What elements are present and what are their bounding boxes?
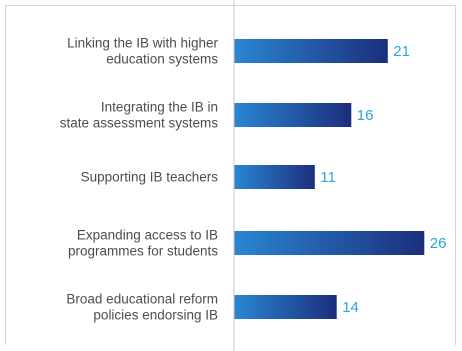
category-label-2-line-0: Supporting IB teachers <box>81 170 219 185</box>
category-label-3-line-0: Expanding access to IB <box>77 228 218 243</box>
category-label-4-line-1: policies endorsing IB <box>93 308 218 323</box>
bar-2 <box>234 165 315 189</box>
bars-group <box>234 39 425 319</box>
category-label-4-line-0: Broad educational reform <box>66 292 218 307</box>
bar-0 <box>234 39 388 63</box>
bar-4 <box>234 295 337 319</box>
value-label-1: 16 <box>357 107 374 124</box>
bar-1 <box>234 103 352 127</box>
category-label-3-line-1: programmes for students <box>68 244 218 259</box>
category-label-1-line-1: state assessment systems <box>60 116 219 131</box>
bar-3 <box>234 231 425 255</box>
category-label-1-line-0: Integrating the IB in <box>101 100 218 115</box>
category-label-0-line-0: Linking the IB with higher <box>67 36 218 51</box>
value-label-3: 26 <box>430 235 447 252</box>
value-labels-group: 21 16 11 26 14 <box>320 43 446 316</box>
category-label-0-line-1: education systems <box>106 52 218 67</box>
chart-frame <box>5 5 456 345</box>
value-label-4: 14 <box>342 299 359 316</box>
value-label-2: 11 <box>320 169 336 186</box>
value-label-0: 21 <box>393 43 410 60</box>
